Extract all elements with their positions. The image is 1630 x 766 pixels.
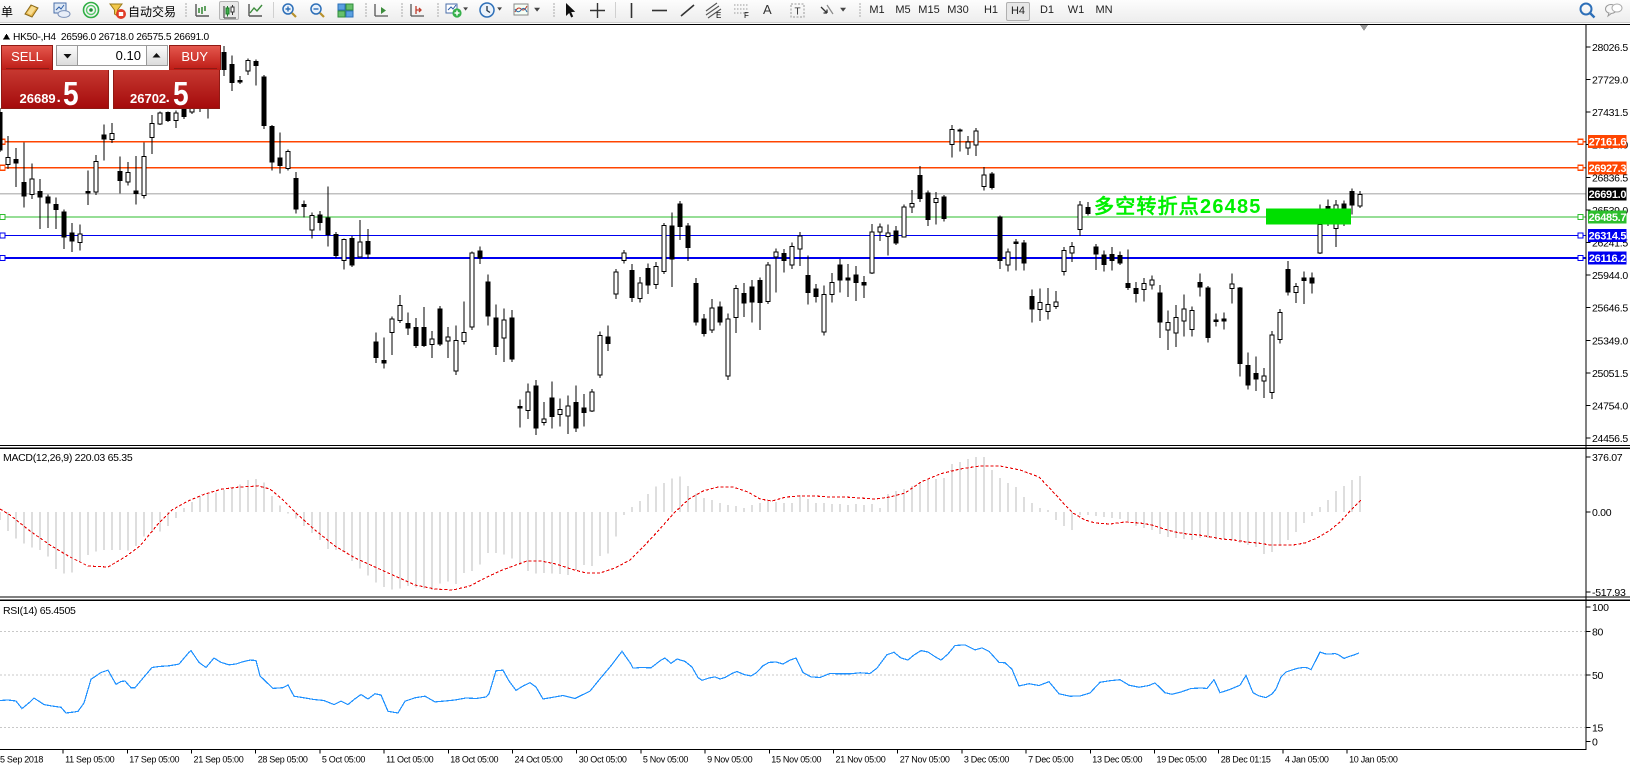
svg-text:26314.5: 26314.5 <box>1589 230 1627 242</box>
svg-text:26927.3: 26927.3 <box>1589 163 1627 175</box>
svg-text:5 Oct 05:00: 5 Oct 05:00 <box>322 755 366 765</box>
svg-text:17 Sep 05:00: 17 Sep 05:00 <box>129 755 179 765</box>
svg-text:27729.0: 27729.0 <box>1592 75 1628 87</box>
svg-text:11 Oct 05:00: 11 Oct 05:00 <box>386 755 434 765</box>
svg-text:T: T <box>795 7 801 18</box>
svg-text:24 Oct 05:00: 24 Oct 05:00 <box>515 755 563 765</box>
svg-text:28026.5: 28026.5 <box>1592 42 1628 54</box>
svg-text:26691.0: 26691.0 <box>1589 189 1627 201</box>
svg-text:13 Dec 05:00: 13 Dec 05:00 <box>1092 755 1142 765</box>
svg-text:5 Nov 05:00: 5 Nov 05:00 <box>643 755 689 765</box>
svg-text:15: 15 <box>1592 723 1604 735</box>
svg-text:26485.7: 26485.7 <box>1589 212 1627 224</box>
svg-text:11 Sep 05:00: 11 Sep 05:00 <box>65 755 115 765</box>
svg-text:26116.2: 26116.2 <box>1589 253 1626 265</box>
svg-text:19 Dec 05:00: 19 Dec 05:00 <box>1157 755 1207 765</box>
svg-text:100: 100 <box>1592 602 1609 614</box>
svg-text:E: E <box>716 11 721 20</box>
svg-text:376.07: 376.07 <box>1592 452 1623 464</box>
svg-text:27161.6: 27161.6 <box>1589 137 1627 149</box>
svg-text:15 Nov 05:00: 15 Nov 05:00 <box>771 755 821 765</box>
svg-text:MACD(12,26,9) 220.03 65.35: MACD(12,26,9) 220.03 65.35 <box>3 452 133 464</box>
svg-text:25944.0: 25944.0 <box>1592 270 1628 282</box>
svg-text:24456.5: 24456.5 <box>1592 433 1628 445</box>
svg-text:24754.0: 24754.0 <box>1592 401 1628 413</box>
svg-text:多空转折点26485: 多空转折点26485 <box>1094 194 1262 218</box>
svg-text:21 Nov 05:00: 21 Nov 05:00 <box>836 755 886 765</box>
svg-text:27431.5: 27431.5 <box>1592 107 1628 119</box>
svg-text:RSI(14) 65.4505: RSI(14) 65.4505 <box>3 605 76 617</box>
svg-text:7 Dec 05:00: 7 Dec 05:00 <box>1028 755 1074 765</box>
svg-text:4 Jan 05:00: 4 Jan 05:00 <box>1285 755 1329 765</box>
svg-text:-517.93: -517.93 <box>1592 587 1626 599</box>
svg-text:28 Sep 05:00: 28 Sep 05:00 <box>258 755 308 765</box>
svg-text:10 Jan 05:00: 10 Jan 05:00 <box>1349 755 1398 765</box>
svg-text:50: 50 <box>1592 670 1604 682</box>
svg-text:21 Sep 05:00: 21 Sep 05:00 <box>194 755 244 765</box>
svg-text:25646.5: 25646.5 <box>1592 303 1628 315</box>
svg-text:25349.0: 25349.0 <box>1592 335 1628 347</box>
svg-text:0: 0 <box>1592 737 1598 749</box>
svg-text:80: 80 <box>1592 626 1604 638</box>
svg-text:HK50-,H4 26596.0 26718.0 2657: HK50-,H4 26596.0 26718.0 26575.5 26691.0 <box>13 32 210 43</box>
svg-text:0.00: 0.00 <box>1592 507 1612 519</box>
svg-text:26836.5: 26836.5 <box>1592 172 1628 184</box>
svg-text:28 Dec 01:15: 28 Dec 01:15 <box>1221 755 1271 765</box>
svg-text:18 Oct 05:00: 18 Oct 05:00 <box>450 755 498 765</box>
svg-text:27 Nov 05:00: 27 Nov 05:00 <box>900 755 950 765</box>
svg-text:25051.5: 25051.5 <box>1592 368 1628 380</box>
svg-text:9 Nov 05:00: 9 Nov 05:00 <box>707 755 753 765</box>
svg-text:F: F <box>744 11 749 20</box>
svg-text:5 Sep 2018: 5 Sep 2018 <box>0 755 43 765</box>
svg-text:30 Oct 05:00: 30 Oct 05:00 <box>579 755 627 765</box>
svg-text:3 Dec 05:00: 3 Dec 05:00 <box>964 755 1010 765</box>
